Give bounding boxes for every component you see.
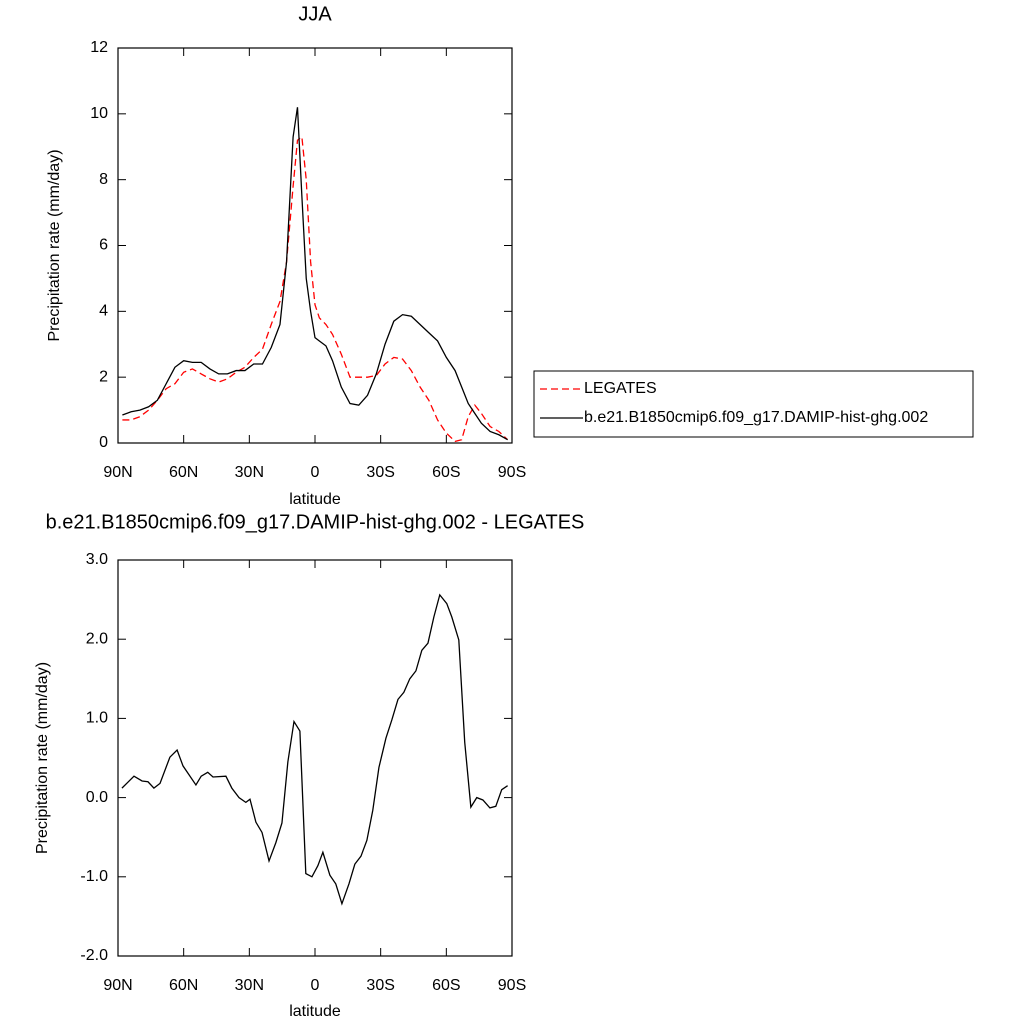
y-axis-label: Precipitation rate (mm/day) bbox=[46, 149, 63, 341]
x-tick-label: 30N bbox=[235, 977, 264, 994]
y-tick-label: -1.0 bbox=[80, 868, 108, 885]
x-tick-label: 90N bbox=[103, 464, 132, 481]
y-tick-label: 12 bbox=[90, 39, 108, 56]
data-line bbox=[122, 135, 509, 443]
legend-label: b.e21.B1850cmip6.f09_g17.DAMIP-hist-ghg.… bbox=[584, 409, 928, 426]
data-line bbox=[121, 593, 508, 906]
x-tick-label: 30S bbox=[366, 977, 394, 994]
y-tick-label: 8 bbox=[99, 171, 108, 188]
x-tick-label: 60N bbox=[169, 977, 198, 994]
y-tick-label: 2 bbox=[99, 368, 108, 385]
y-tick-label: 0 bbox=[99, 434, 108, 451]
x-tick-label: 90S bbox=[498, 977, 526, 994]
x-tick-label: 30S bbox=[366, 464, 394, 481]
legend-label: LEGATES bbox=[584, 380, 657, 397]
x-axis-label: latitude bbox=[289, 491, 341, 508]
y-tick-label: 0.0 bbox=[86, 789, 108, 806]
y-tick-label: 6 bbox=[99, 237, 108, 254]
chart-title: b.e21.B1850cmip6.f09_g17.DAMIP-hist-ghg.… bbox=[46, 511, 585, 533]
y-tick-label: 2.0 bbox=[86, 630, 108, 647]
y-tick-label: 1.0 bbox=[86, 710, 108, 727]
legend-box bbox=[533, 370, 974, 438]
plot-frame bbox=[117, 47, 513, 444]
x-tick-label: 30N bbox=[235, 464, 264, 481]
x-tick-label: 60S bbox=[432, 977, 460, 994]
plot-frame bbox=[117, 559, 513, 957]
x-tick-label: 90S bbox=[498, 464, 526, 481]
y-tick-label: 4 bbox=[99, 303, 108, 320]
x-tick-label: 0 bbox=[311, 464, 320, 481]
x-tick-label: 60S bbox=[432, 464, 460, 481]
x-axis-label: latitude bbox=[289, 1003, 341, 1020]
x-tick-label: 0 bbox=[311, 977, 320, 994]
data-line bbox=[122, 107, 508, 441]
x-tick-label: 60N bbox=[169, 464, 198, 481]
y-tick-label: 3.0 bbox=[86, 551, 108, 568]
y-tick-label: -2.0 bbox=[80, 947, 108, 964]
y-axis-label: Precipitation rate (mm/day) bbox=[34, 662, 51, 854]
chart-title: JJA bbox=[298, 3, 332, 25]
x-tick-label: 90N bbox=[103, 977, 132, 994]
y-tick-label: 10 bbox=[90, 105, 108, 122]
